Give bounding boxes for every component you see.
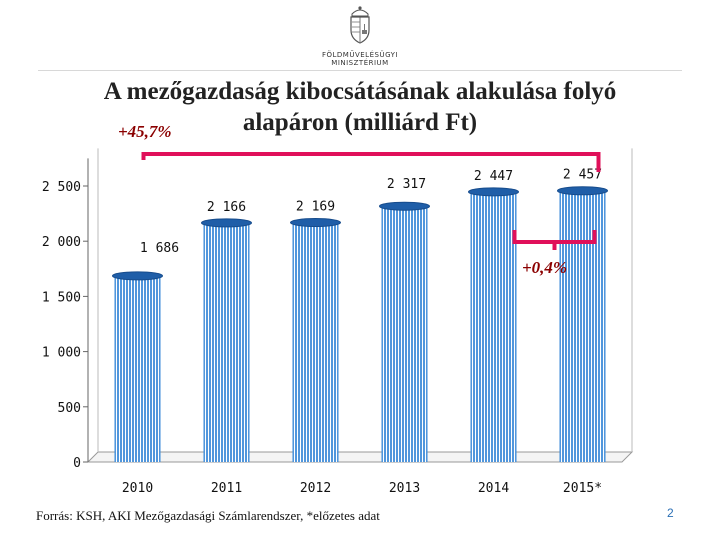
y-tick-label: 500 [58, 401, 81, 416]
data-label: 1 686 [140, 241, 179, 256]
ministry-logo: FÖLDMŰVELÉSÜGYI MINISZTÉRIUM [318, 4, 402, 67]
logo-text-line2: MINISZTÉRIUM [331, 59, 389, 67]
logo-text-line1: FÖLDMŰVELÉSÜGYI [321, 51, 398, 59]
x-tick-label: 2014 [478, 481, 509, 496]
data-label: 2 166 [207, 200, 246, 215]
coat-of-arms-icon [350, 6, 370, 44]
data-label: 2 447 [474, 169, 513, 184]
page-number: 2 [667, 506, 674, 520]
x-tick-label: 2011 [211, 481, 242, 496]
data-label: 2 457 [563, 168, 602, 183]
bar-top [557, 186, 608, 196]
x-tick-label: 2010 [122, 481, 153, 496]
header-divider [38, 70, 682, 71]
chart-floor [86, 451, 634, 463]
x-tick-label: 2013 [389, 481, 420, 496]
chart-title-line1: A mezőgazdaság kibocsátásának alakulása … [103, 78, 617, 105]
data-label: 2 317 [387, 177, 426, 192]
y-tick-label: 2 500 [42, 180, 81, 195]
growth-bracket-total [141, 152, 601, 172]
y-tick-label: 1 500 [42, 290, 81, 305]
source-footnote: Forrás: KSH, AKI Mezőgazdasági Számlaren… [36, 508, 380, 523]
bar-top [290, 218, 341, 228]
growth-annotation-total: +45,7% [118, 122, 172, 141]
bar-top [201, 218, 252, 228]
data-label: 2 169 [296, 200, 335, 215]
x-tick-label: 2012 [300, 481, 331, 496]
bar-top [112, 271, 163, 281]
growth-annotation-yoy: +0,4% [522, 258, 567, 277]
chart-title: A mezőgazdaság kibocsátásának alakulása … [40, 76, 680, 138]
y-tick-label: 0 [73, 456, 81, 471]
x-tick-label: 2015* [563, 481, 602, 496]
y-tick-label: 1 000 [42, 346, 81, 361]
bar-top [468, 187, 519, 197]
bar-top [379, 201, 430, 211]
y-tick-label: 2 000 [42, 235, 81, 250]
chart-title-line2: alapáron (milliárd Ft) [242, 109, 478, 136]
